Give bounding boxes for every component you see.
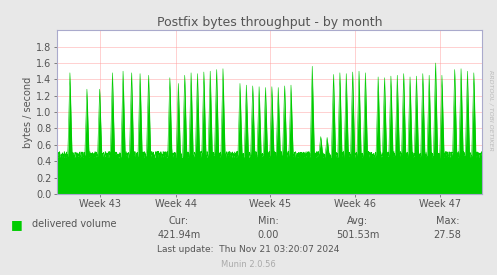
Text: delivered volume: delivered volume bbox=[32, 219, 117, 229]
Text: 27.58: 27.58 bbox=[433, 230, 461, 240]
Title: Postfix bytes throughput - by month: Postfix bytes throughput - by month bbox=[157, 16, 382, 29]
Y-axis label: bytes / second: bytes / second bbox=[23, 76, 33, 148]
Text: Cur:: Cur: bbox=[169, 216, 189, 226]
Text: Munin 2.0.56: Munin 2.0.56 bbox=[221, 260, 276, 269]
Text: Last update:  Thu Nov 21 03:20:07 2024: Last update: Thu Nov 21 03:20:07 2024 bbox=[158, 245, 339, 254]
Text: RRDTOOL / TOBI OETIKER: RRDTOOL / TOBI OETIKER bbox=[489, 70, 494, 150]
Text: Min:: Min: bbox=[258, 216, 279, 226]
Text: 0.00: 0.00 bbox=[257, 230, 279, 240]
Text: Avg:: Avg: bbox=[347, 216, 368, 226]
Text: 501.53m: 501.53m bbox=[336, 230, 380, 240]
Text: Max:: Max: bbox=[435, 216, 459, 226]
Text: ■: ■ bbox=[11, 218, 23, 231]
Text: 421.94m: 421.94m bbox=[157, 230, 201, 240]
